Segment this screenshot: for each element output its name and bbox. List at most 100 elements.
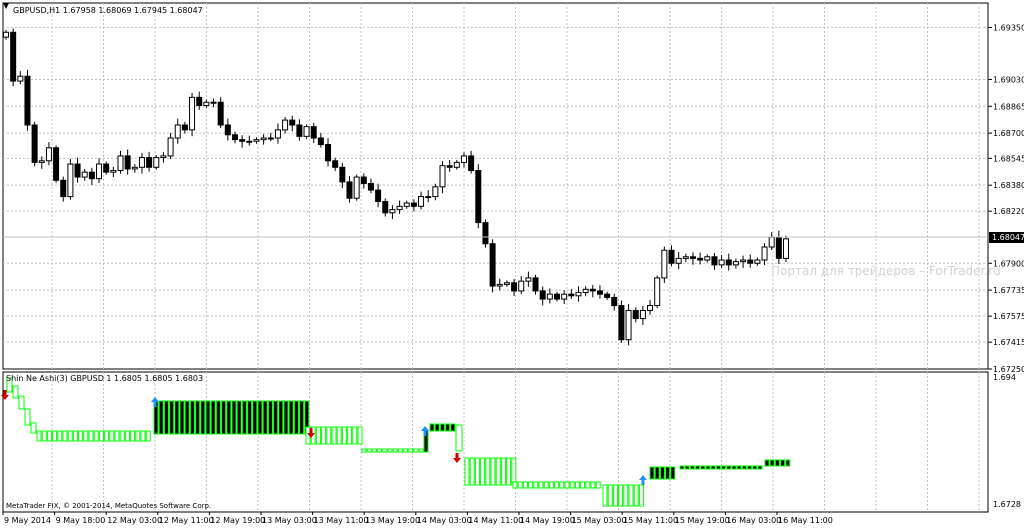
indicator-up-bar — [36, 430, 42, 442]
indicator-down-bar — [179, 400, 185, 435]
indicator-panel-frame[interactable] — [2, 371, 989, 513]
indicator-up-bar — [140, 430, 146, 442]
copyright-text: MetaTrader FIX, © 2001-2014, MetaQuotes … — [6, 502, 211, 510]
indicator-up-bar — [464, 457, 470, 486]
indicator-flat-bar — [512, 481, 518, 489]
indicator-up-bar — [46, 430, 52, 442]
indicator-flat-bar — [392, 448, 398, 453]
indicator-flat-bar — [538, 481, 544, 489]
indicator-flat-bar-filled — [731, 465, 737, 470]
current-price-badge — [989, 232, 1024, 243]
indicator-flat-bar — [517, 481, 523, 489]
indicator-up-bar — [72, 430, 78, 442]
candle-body — [611, 296, 618, 307]
time-label: 13 May 11:00 — [314, 516, 369, 525]
time-label: 15 May 11:00 — [623, 516, 678, 525]
indicator-down-bar — [785, 459, 791, 467]
indicator-down-bar — [654, 466, 660, 480]
indicator-flat-bar — [533, 481, 539, 489]
candle-body — [503, 282, 510, 285]
indicator-flat-bar-filled — [752, 465, 758, 470]
indicator-flat-bar-filled — [736, 465, 742, 470]
indicator-flat-bar — [418, 448, 424, 453]
indicator-up-bar — [341, 426, 347, 445]
candle-body — [632, 309, 639, 320]
indicator-up-bar — [602, 484, 608, 507]
grid-lines — [3, 3, 988, 512]
candle-body — [167, 137, 174, 157]
candle-body — [181, 124, 188, 131]
candle-body — [38, 160, 45, 163]
indicator-up-bar — [506, 457, 512, 486]
indicator-up-bar — [331, 426, 337, 445]
candle-body — [732, 261, 739, 266]
candle-body — [110, 170, 117, 173]
candle-body — [45, 147, 52, 162]
candle-body — [625, 309, 632, 341]
indicator-flat-bar — [528, 481, 534, 489]
candle-body — [496, 283, 503, 287]
indicator-flat-bar — [408, 448, 414, 453]
indicator-up-bar — [623, 484, 629, 507]
indicator-up-bar — [93, 430, 99, 442]
candle-body — [189, 96, 196, 131]
indicator-up-bar — [62, 430, 68, 442]
indicator-down-bar — [288, 400, 294, 435]
candle-body — [24, 75, 31, 126]
time-label: 14 May 11:00 — [468, 516, 523, 525]
indicator-down-bar — [205, 400, 211, 435]
candle-body — [575, 292, 582, 297]
indicator-flat-bar — [413, 448, 419, 453]
time-label: 16 May 03:00 — [726, 516, 781, 525]
indicator-flat-bar — [387, 448, 393, 453]
candle-body — [582, 288, 589, 294]
price-label: 1.67900 — [993, 259, 1024, 268]
candle-body — [367, 183, 374, 191]
indicator-down-bar — [210, 400, 216, 435]
candle-body — [31, 124, 38, 163]
candle-body — [460, 155, 467, 163]
indicator-up-bar — [607, 484, 613, 507]
candle-body — [103, 163, 110, 173]
main-chart-frame[interactable] — [2, 2, 989, 370]
candle-body — [475, 170, 482, 224]
indicator-down-bar — [649, 466, 655, 480]
candle-body — [346, 181, 353, 199]
indicator-flat-bar — [569, 481, 575, 489]
candle-body — [561, 293, 568, 300]
indicator-down-bar — [780, 459, 786, 467]
indicator-up-bar — [109, 430, 115, 442]
candle-body — [3, 31, 9, 38]
down-arrow-icon — [453, 453, 461, 463]
indicator-up-bar — [347, 426, 353, 445]
time-label: 13 May 03:00 — [262, 516, 317, 525]
candle-body — [67, 163, 74, 198]
time-label: 9 May 2014 — [4, 516, 51, 525]
indicator-flat-bar-filled — [726, 465, 732, 470]
indicator-bottom-value: 1.6728 — [993, 500, 1021, 509]
indicator-flat-bar — [559, 481, 565, 489]
indicator-up-bar — [490, 457, 496, 486]
indicator-down-bar — [267, 400, 273, 435]
indicator-down-bar — [670, 466, 676, 480]
indicator-flat-bar — [574, 481, 580, 489]
time-label: 15 May 03:00 — [572, 516, 627, 525]
time-label: 15 May 19:00 — [675, 516, 730, 525]
candle-body — [88, 171, 95, 180]
menu-triangle-icon[interactable]: ▼ — [3, 1, 10, 10]
candle-body — [525, 277, 532, 282]
indicator-down-bar — [174, 400, 180, 435]
time-label: 9 May 18:00 — [56, 516, 106, 525]
indicator-down-bar — [169, 400, 175, 435]
indicator-up-bar — [145, 430, 151, 442]
watermark-group: Портал для трейдеров – ForTrader.ru — [771, 264, 1001, 278]
indicator-up-bar — [485, 457, 491, 486]
down-arrow-icon — [1, 390, 9, 400]
indicator-flat-bar — [595, 481, 601, 489]
indicator-up-bar — [495, 457, 501, 486]
indicator-down-bar — [299, 400, 305, 435]
down-arrow-icon — [307, 428, 315, 438]
candle-body — [174, 124, 181, 139]
candle-body — [339, 166, 346, 183]
